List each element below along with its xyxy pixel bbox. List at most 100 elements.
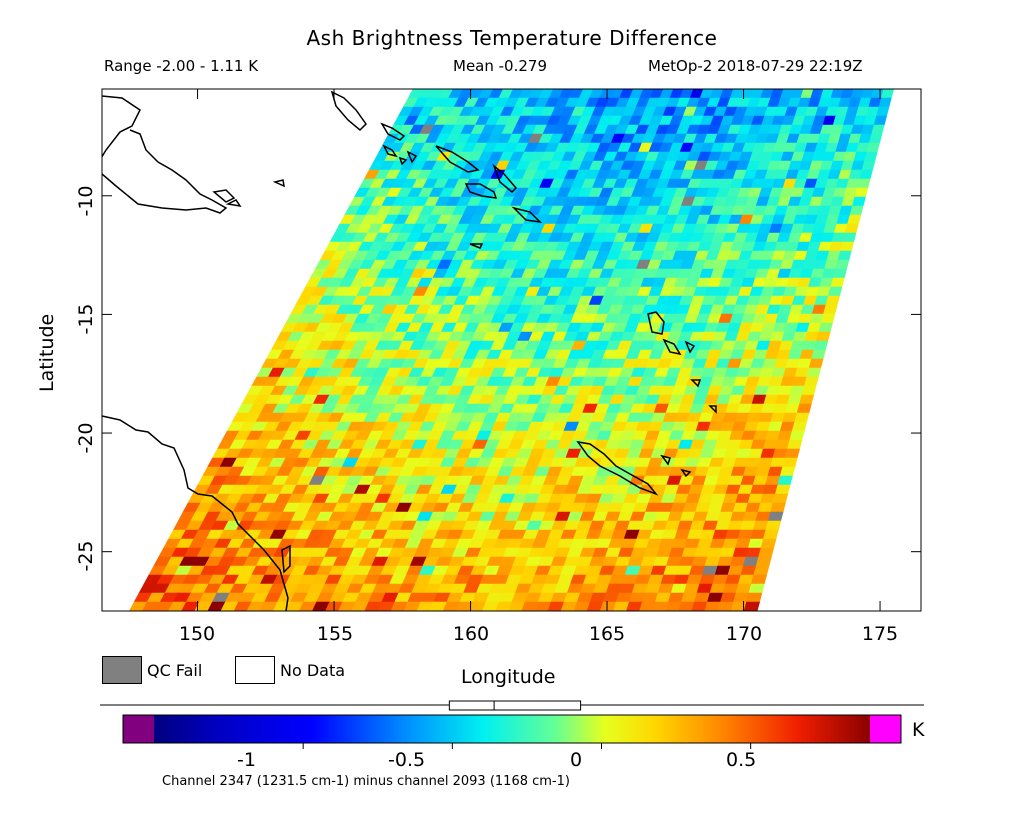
swath-pixel — [777, 475, 793, 486]
x-tick-labels: 150 155 160 165 170 175 — [179, 623, 898, 645]
swath-pixel — [852, 196, 866, 207]
malaita-island — [492, 163, 518, 194]
swath-pixel — [678, 601, 695, 611]
swath-pixel — [495, 601, 513, 611]
swath-pixel — [730, 601, 747, 611]
swath-pixel — [770, 502, 786, 513]
x-tick-label: 175 — [862, 623, 898, 645]
swath-pixel — [772, 493, 789, 504]
aneityum-island — [708, 405, 717, 414]
espiritu-santo-island — [647, 311, 665, 335]
swath-pixel — [246, 601, 265, 611]
swath-pixel — [377, 601, 396, 611]
colorbar-ticks — [302, 743, 752, 749]
png-island-1 — [212, 189, 236, 203]
swath-pixel — [612, 601, 630, 611]
x-tick-label: 165 — [589, 623, 625, 645]
swath-pixel — [854, 187, 869, 198]
new-georgia-island — [382, 144, 398, 158]
no-data-label: No Data — [280, 661, 346, 680]
png-island-2 — [225, 199, 242, 208]
colorbar-caption: Channel 2347 (1231.5 cm-1) minus channel… — [162, 774, 570, 789]
colorbar-tick-label: -0.5 — [388, 749, 426, 771]
swath-pixel — [403, 601, 422, 611]
y-axis-label: Latitude — [36, 313, 58, 392]
colorbar-gradient — [154, 715, 870, 743]
malekula-island — [662, 338, 682, 356]
x-axis-label: Longitude — [461, 666, 556, 688]
swath-pixel — [842, 232, 857, 243]
swath-pixel — [794, 412, 810, 423]
swath-pixel — [220, 601, 239, 611]
swath-pixel — [748, 583, 765, 594]
swath-pixel — [806, 367, 822, 378]
australia-north-coastline — [102, 95, 228, 214]
makira-island — [511, 206, 543, 224]
swath-pixel — [775, 484, 791, 495]
swath-pixel — [665, 601, 682, 611]
qc-fail-label: QC Fail — [147, 661, 203, 680]
swath-pixel — [626, 601, 643, 611]
swath-pixel — [416, 601, 435, 611]
new-caledonia-island — [576, 440, 659, 496]
swath-pixel — [639, 601, 656, 611]
no-data-swatch — [235, 656, 275, 684]
bougainville-island — [330, 90, 367, 132]
swath-pixel — [508, 601, 526, 611]
rennell-island — [469, 243, 484, 249]
swath-pixel — [791, 421, 807, 432]
axis-ticks — [102, 89, 921, 611]
swath-pixel — [799, 394, 815, 405]
swath-pixel — [827, 286, 843, 297]
chart-title: Ash Brightness Temperature Difference — [306, 26, 718, 50]
swath-pixel — [128, 601, 148, 611]
colorbar-over-swatch — [870, 715, 901, 743]
colorbar-frame — [122, 714, 902, 744]
mean-label: Mean -0.279 — [453, 57, 547, 75]
swath-pixel — [779, 466, 796, 477]
swath-pixel — [155, 601, 174, 611]
swath-pixel — [351, 601, 370, 611]
swath-pixel — [873, 115, 887, 126]
small-island-1 — [398, 156, 408, 166]
swath-pixel — [825, 295, 840, 306]
swath-pixel — [704, 601, 721, 611]
swath-pixel — [765, 520, 782, 531]
swath-pixel — [233, 601, 252, 611]
swath-pixel — [429, 601, 448, 611]
swath-pixel — [866, 142, 880, 153]
swath-pixel — [820, 313, 836, 324]
swath-pixel — [534, 601, 552, 611]
coastline-layer — [102, 90, 717, 611]
x-tick-label: 150 — [179, 623, 215, 645]
x-tick-label: 170 — [726, 623, 762, 645]
swath-pixel — [181, 601, 200, 611]
y-tick-label: -25 — [75, 540, 97, 571]
swath-pixel — [560, 601, 578, 611]
loyalty-island-2 — [680, 468, 692, 478]
swath-pixel — [652, 601, 669, 611]
y-tick-label: -10 — [75, 185, 97, 216]
colorbar-under-swatch — [123, 715, 154, 743]
swath-pixel — [823, 304, 838, 315]
small-island-2 — [406, 150, 418, 164]
guadalcanal-island — [464, 183, 498, 199]
x-tick-label: 155 — [317, 623, 353, 645]
swath-pixel — [312, 601, 331, 611]
swath-pixel — [299, 601, 318, 611]
satellite-time-label: MetOp-2 2018-07-29 22:19Z — [648, 57, 863, 75]
efate-island — [684, 340, 696, 354]
tanna-island — [690, 379, 702, 388]
swath-pixel — [782, 457, 798, 468]
santa-isabel-island — [435, 145, 480, 173]
swath-pixel — [796, 403, 812, 414]
swath-pixel — [784, 448, 800, 459]
swath-pixel — [830, 277, 845, 288]
swath-pixel — [837, 250, 852, 261]
swath-pixel — [878, 97, 892, 108]
swath-pixel — [547, 601, 565, 611]
swath-pixel — [864, 151, 878, 162]
distribution-boxplot — [448, 700, 582, 711]
colorbar-tick-label: 0.5 — [726, 749, 757, 771]
